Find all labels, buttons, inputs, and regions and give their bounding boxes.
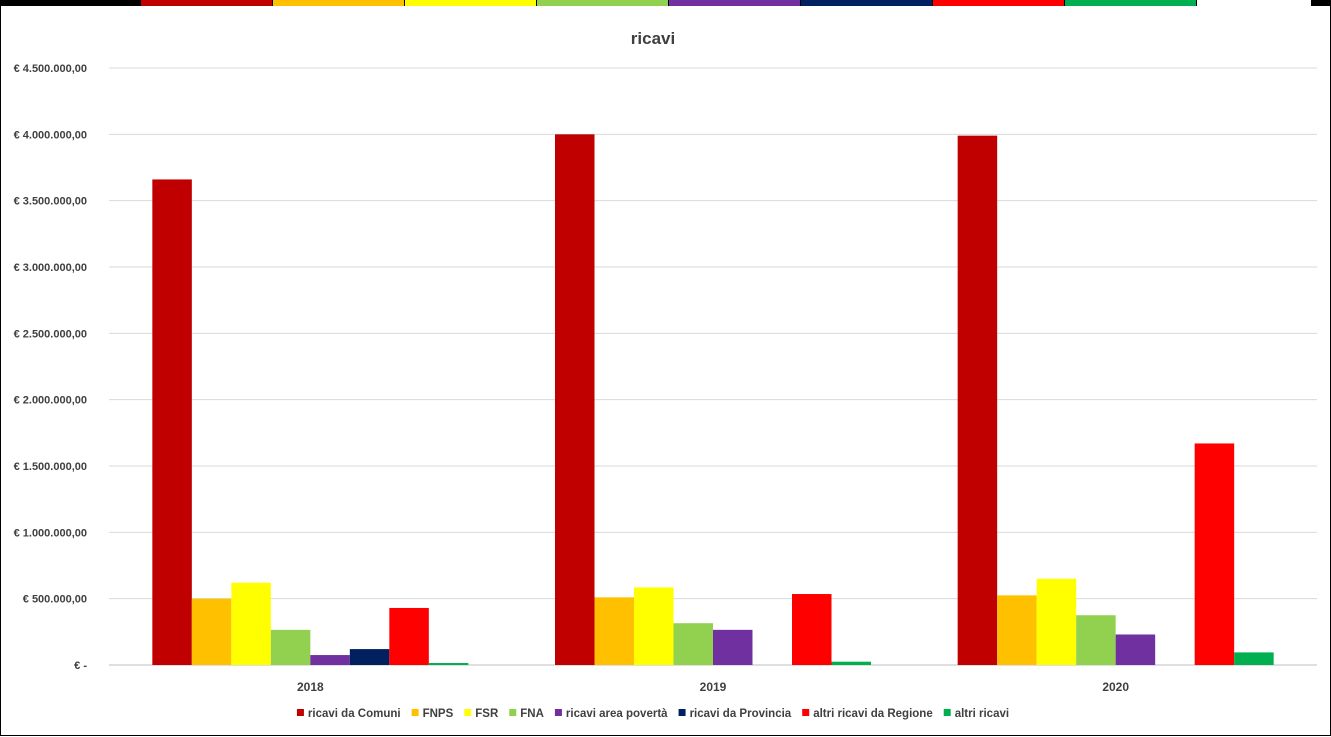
top-strip-swatch (272, 0, 404, 6)
y-tick-label: € 4.000.000,00 (14, 129, 87, 141)
bar-fnps-2019 (594, 597, 634, 665)
y-tick-label: € 2.500.000,00 (14, 328, 87, 340)
legend-swatch (464, 709, 472, 716)
bar-ricavi-da-comuni-2020 (957, 135, 998, 665)
legend-label: ricavi area povertà (566, 708, 668, 720)
legend-swatch (554, 709, 562, 716)
legend: ricavi da Comuni FNPS FSR FNA ricavi area po… (296, 708, 1009, 720)
y-tick-label: € - (74, 660, 87, 672)
legend-swatch (943, 709, 951, 716)
legend-label: FNPS (423, 708, 454, 720)
legend-label: altri ricavi da Regione (813, 708, 933, 720)
legend-label: FSR (475, 708, 499, 720)
bar-altri-ricavi-da-regione-2019 (792, 594, 832, 665)
chart-title: ricavi (631, 29, 675, 48)
y-tick-label: € 3.500.000,00 (14, 196, 87, 208)
bar-fna-2019 (673, 623, 713, 665)
legend-label: ricavi da Comuni (308, 708, 401, 720)
bar-ricavi-da-comuni-2018 (152, 179, 192, 665)
y-tick-label: € 1.500.000,00 (14, 461, 87, 473)
top-strip-swatch (932, 0, 1064, 6)
top-strip-swatch (800, 0, 932, 6)
legend-label: altri ricavi (955, 708, 1009, 720)
bars (152, 134, 1274, 666)
legend-swatch (678, 709, 686, 716)
y-tick-label: € 1.000.000,00 (14, 527, 87, 539)
legend-swatch (509, 709, 517, 716)
y-tick-label: € 2.000.000,00 (14, 395, 87, 407)
y-tick-label: € 500.000,00 (23, 594, 87, 606)
top-strip-swatch (1064, 0, 1196, 6)
bar-fsr-2020 (1036, 578, 1077, 665)
top-strip-swatch (668, 0, 800, 6)
legend-label: FNA (520, 708, 544, 720)
top-strip-swatch (404, 0, 536, 6)
category-label: 2018 (297, 680, 324, 694)
bar-ricavi-area-povertà-2019 (713, 629, 753, 665)
bar-altri-ricavi-2020 (1234, 652, 1274, 665)
category-label: 2020 (1102, 680, 1129, 694)
chart-svg: € - € 500.000,00 € 1.000.000,00 € 1.500.000… (14, 29, 1317, 720)
legend-swatch (802, 709, 810, 716)
bar-ricavi-da-provincia-2018 (349, 649, 390, 665)
legend-swatch (296, 709, 304, 716)
bar-ricavi-area-povertà-2020 (1115, 634, 1156, 665)
y-tick-label: € 4.500.000,00 (14, 63, 87, 75)
bar-fnps-2018 (191, 598, 232, 665)
category-label: 2019 (700, 680, 727, 694)
legend-swatch (411, 709, 419, 716)
bar-fna-2018 (270, 629, 311, 665)
bar-ricavi-da-comuni-2019 (555, 134, 595, 666)
bar-altri-ricavi-da-regione-2018 (389, 607, 429, 665)
bar-fna-2020 (1076, 615, 1116, 665)
top-strip-swatch (140, 0, 272, 6)
legend-label: ricavi da Provincia (690, 708, 792, 720)
bar-fnps-2020 (997, 595, 1037, 665)
top-strip-swatch (536, 0, 668, 6)
bar-altri-ricavi-2019 (831, 661, 871, 665)
bar-fsr-2019 (634, 587, 674, 665)
y-tick-label: € 3.000.000,00 (14, 262, 87, 274)
top-strip-swatch (1196, 0, 1311, 6)
bar-fsr-2018 (231, 582, 271, 665)
chart-area: € - € 500.000,00 € 1.000.000,00 € 1.500.000… (0, 6, 1331, 736)
bar-altri-ricavi-da-regione-2020 (1194, 443, 1235, 665)
y-axis-ticks: € - € 500.000,00 € 1.000.000,00 € 1.500.000… (14, 63, 88, 672)
top-color-strip (0, 0, 1331, 6)
x-axis-categories: 2018 2019 2020 (297, 680, 1129, 694)
gridlines (109, 67, 1317, 666)
bar-ricavi-area-povertà-2018 (310, 655, 350, 665)
bar-altri-ricavi-2018 (428, 663, 469, 665)
top-strip-swatch (0, 0, 140, 6)
